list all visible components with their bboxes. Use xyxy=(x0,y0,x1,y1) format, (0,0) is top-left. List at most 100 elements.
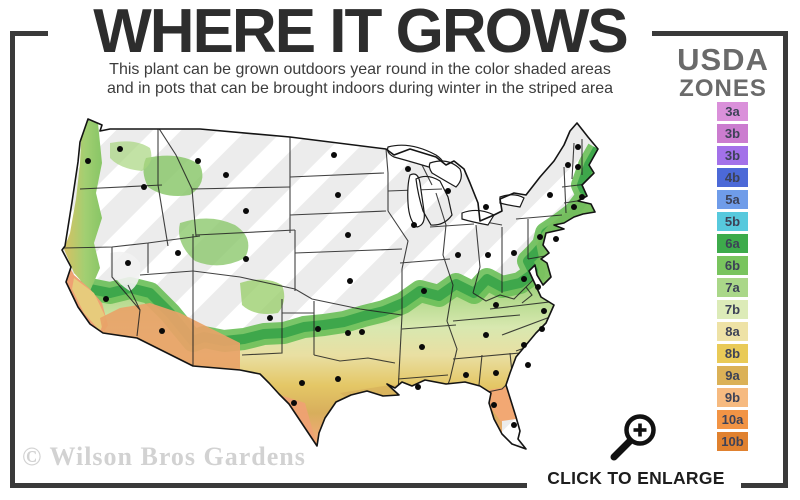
zone-swatch-6b: 6b xyxy=(717,256,748,275)
map-dot xyxy=(445,188,451,194)
zone-swatch-7b: 7b xyxy=(717,300,748,319)
map-dot xyxy=(547,192,553,198)
zone-swatch-8b: 8b xyxy=(717,344,748,363)
map-dot xyxy=(521,276,527,282)
frame-top-right xyxy=(652,31,788,36)
map-dot xyxy=(419,344,425,350)
map-dot xyxy=(175,250,181,256)
map-dot xyxy=(315,326,321,332)
map-dot xyxy=(103,296,109,302)
page-subtitle: This plant can be grown outdoors year ro… xyxy=(0,60,720,98)
enlarge-button[interactable]: CLICK TO ENLARGE xyxy=(540,404,732,488)
map-dot xyxy=(243,256,249,262)
map-dot xyxy=(405,166,411,172)
map-dot xyxy=(243,208,249,214)
map-dot xyxy=(483,204,489,210)
map-dot xyxy=(521,342,527,348)
usda-zone-legend: 3a 3b 3b 4b 5a 5b 6a 6b 7a 7b 8a 8b 9a 9b 10a 10b xyxy=(717,102,748,451)
map-dot xyxy=(579,194,585,200)
legend-title-zones: ZONES xyxy=(679,75,767,102)
map-dot xyxy=(359,329,365,335)
frame-right xyxy=(783,31,788,488)
lake-erie xyxy=(461,209,495,226)
map-dot xyxy=(411,222,417,228)
zone-swatch-5b: 5b xyxy=(717,212,748,231)
map-dot xyxy=(535,284,541,290)
zone-swatch-8a: 8a xyxy=(717,322,748,341)
map-dot xyxy=(575,164,581,170)
map-dot xyxy=(483,332,489,338)
frame-top-left xyxy=(10,31,48,36)
enlarge-label: CLICK TO ENLARGE xyxy=(547,468,725,488)
map-dot xyxy=(511,250,517,256)
map-dot xyxy=(415,384,421,390)
subtitle-line-1: This plant can be grown outdoors year ro… xyxy=(109,61,611,78)
city-dots xyxy=(85,144,585,428)
map-dot xyxy=(571,204,577,210)
zone-swatch-10b: 10b xyxy=(717,432,748,451)
watermark: © Wilson Bros Gardens xyxy=(22,442,306,471)
map-dot xyxy=(335,376,341,382)
map-dot xyxy=(575,144,581,150)
map-dot xyxy=(485,252,491,258)
map-dot xyxy=(511,422,517,428)
rockies-green-patch xyxy=(179,218,249,266)
zone-swatch-6a: 6a xyxy=(717,234,748,253)
zone-swatch-9b: 9b xyxy=(717,388,748,407)
map-dot xyxy=(125,260,131,266)
legend-title-usda: USDA xyxy=(677,42,769,77)
central-florida-region xyxy=(482,387,516,423)
map-dot xyxy=(85,158,91,164)
map-dot xyxy=(565,162,571,168)
zone-swatch-3b: 3b xyxy=(717,146,748,165)
map-dot xyxy=(117,146,123,152)
map-dot xyxy=(421,288,427,294)
great-lakes xyxy=(387,144,525,228)
map-dot xyxy=(267,315,273,321)
southwest-desert-region xyxy=(100,303,240,370)
map-dot xyxy=(491,402,497,408)
map-dot xyxy=(525,362,531,368)
zone-swatch-3b: 3b xyxy=(717,124,748,143)
map-dot xyxy=(223,172,229,178)
frame-bottom-left xyxy=(10,483,527,488)
usda-zones-map[interactable] xyxy=(50,103,670,468)
map-dot xyxy=(541,308,547,314)
frame-bottom-right xyxy=(741,483,788,488)
legend-title: USDA ZONES xyxy=(662,44,784,101)
lake-huron xyxy=(428,160,462,188)
map-dot xyxy=(463,372,469,378)
usa-outline xyxy=(61,118,599,450)
zone-swatch-3a: 3a xyxy=(717,102,748,121)
map-dot xyxy=(141,184,147,190)
frame-left xyxy=(10,31,15,488)
page-title: WHERE IT GROWS xyxy=(93,0,628,66)
map-dot xyxy=(537,234,543,240)
map-dot xyxy=(299,380,305,386)
zone-swatch-7a: 7a xyxy=(717,278,748,297)
map-dot xyxy=(291,400,297,406)
map-dot xyxy=(345,330,351,336)
map-dot xyxy=(493,370,499,376)
zone-swatch-9a: 9a xyxy=(717,366,748,385)
subtitle-line-2: and in pots that can be brought indoors … xyxy=(106,80,614,97)
map-dot xyxy=(539,326,545,332)
michigan-mitten-border xyxy=(415,175,453,226)
magnifier-zoom-icon xyxy=(610,414,656,461)
zone-swatch-10a: 10a xyxy=(717,410,748,429)
map-dot xyxy=(553,236,559,242)
map-dot xyxy=(347,278,353,284)
new-mexico-green-patch xyxy=(240,279,285,314)
map-dot xyxy=(345,232,351,238)
sierra-white-patch xyxy=(110,251,141,291)
map-dot xyxy=(331,152,337,158)
zone-swatch-4b: 4b xyxy=(717,168,748,187)
map-dot xyxy=(195,158,201,164)
state-borders xyxy=(63,123,597,396)
map-dot xyxy=(159,328,165,334)
map-dot xyxy=(493,302,499,308)
california-valley xyxy=(72,278,106,331)
zone-swatch-5a: 5a xyxy=(717,190,748,209)
map-dot xyxy=(455,252,461,258)
